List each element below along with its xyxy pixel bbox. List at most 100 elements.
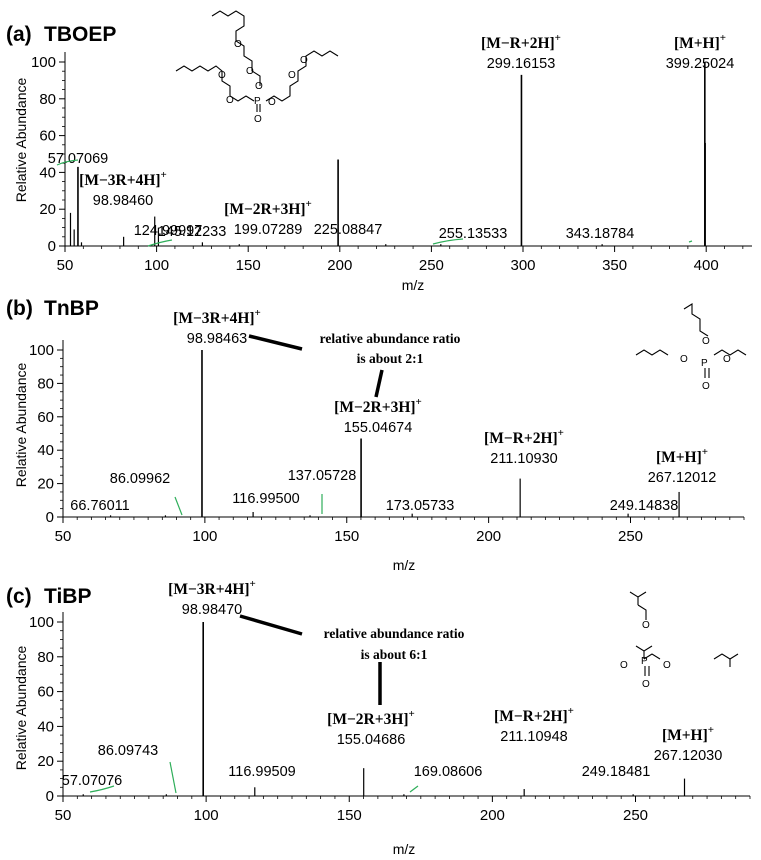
tibp-structure-icon <box>629 591 739 676</box>
leader-mark <box>174 496 183 516</box>
x-tick-label: 150 <box>236 257 261 274</box>
y-tick-label: 20 <box>39 201 56 218</box>
svg-text:O: O <box>288 70 296 81</box>
y-tick-label: 0 <box>46 509 54 526</box>
y-tick-label: 100 <box>29 614 54 631</box>
panel-a-ion-labels: [M−3R+4H]+ [M−2R+3H]+ [M−R+2H]+ [M+H]+ <box>79 32 726 218</box>
svg-text:O: O <box>702 336 710 347</box>
x-tick-label: 150 <box>334 528 359 545</box>
leader-mark <box>89 785 115 793</box>
svg-text:O: O <box>268 97 276 108</box>
peak-mass-label: 86.09962 <box>110 471 170 487</box>
leader-mark <box>147 239 173 247</box>
y-tick-label: 40 <box>37 442 54 459</box>
peak-mass-label: 86.09743 <box>98 743 158 759</box>
peak-mass-label: 98.98470 <box>182 602 242 618</box>
x-tick-label: 100 <box>194 807 219 824</box>
x-tick-label: 250 <box>618 528 643 545</box>
y-tick-label: 60 <box>37 409 54 426</box>
peak-mass-label: 211.10930 <box>490 451 557 467</box>
panel-a-ylabel: Relative Abundance <box>13 78 29 203</box>
peak-mass-label: 155.04686 <box>337 732 406 748</box>
y-tick-label: 0 <box>46 788 54 805</box>
panel-b-peaks <box>109 350 680 517</box>
svg-text:O: O <box>300 55 308 66</box>
panel-b-ylabel: Relative Abundance <box>13 363 29 488</box>
panel-b-ticks: 0 20 40 60 80 100 50 100 150 200 250 <box>29 340 745 545</box>
panel-c-ion-labels: [M−3R+4H]+ [M−2R+3H]+ [M−R+2H]+ [M+H]+ <box>168 578 714 744</box>
peak-mass-label: 399.25024 <box>666 56 735 72</box>
ion-formula-label: [M−2R+3H]+ <box>327 708 415 728</box>
panel-c-ticks: 0 20 40 60 80 100 50 100 150 200 250 <box>29 612 751 824</box>
panel-c-compound: TiBP <box>44 585 91 608</box>
y-tick-label: 60 <box>39 128 56 145</box>
panel-c-spectrum: (c) TiBP m/z Relative Abundance 0 20 40 60 8… <box>6 578 751 857</box>
x-tick-label: 100 <box>144 257 169 274</box>
tnbp-structure-atoms: O O P O O <box>680 336 731 392</box>
peak-mass-label: 116.99509 <box>228 764 295 780</box>
tboep-structure-icon <box>175 10 339 112</box>
panel-a-compound: TBOEP <box>44 23 116 46</box>
panel-a-ticks: 0 20 40 60 80 100 50 100 150 200 250 300 350 400 <box>31 52 752 274</box>
y-tick-label: 20 <box>37 753 54 770</box>
ion-formula-label: [M−R+2H]+ <box>484 427 564 447</box>
panel-b-ion-labels: [M−3R+4H]+ [M−2R+3H]+ [M−R+2H]+ [M+H]+ <box>173 307 708 466</box>
peak-mass-label: 137.05728 <box>288 468 357 484</box>
svg-text:O: O <box>702 381 710 392</box>
panel-b-annotation-line1: relative abundance ratio <box>320 331 461 346</box>
panel-b-xlabel: m/z <box>393 557 416 573</box>
leader-mark <box>409 785 419 793</box>
svg-text:O: O <box>218 70 226 81</box>
leader-mark <box>688 240 693 243</box>
svg-text:O: O <box>620 660 628 671</box>
x-tick-label: 50 <box>57 257 74 274</box>
panel-a-xlabel: m/z <box>402 277 425 293</box>
svg-text:O: O <box>234 39 242 50</box>
y-tick-label: 60 <box>37 684 54 701</box>
panel-b-label: (b) <box>6 297 33 320</box>
svg-text:O: O <box>226 95 234 106</box>
svg-text:O: O <box>663 660 671 671</box>
svg-text:O: O <box>255 81 263 92</box>
x-tick-label: 200 <box>476 528 501 545</box>
ion-formula-label: [M−3R+4H]+ <box>173 307 261 327</box>
y-tick-label: 80 <box>37 649 54 666</box>
peak-mass-label: 98.98460 <box>93 193 153 209</box>
peak-mass-label: 267.12030 <box>654 748 723 764</box>
panel-c-peaks <box>82 622 686 796</box>
y-tick-label: 20 <box>37 476 54 493</box>
x-tick-label: 100 <box>192 528 217 545</box>
ion-formula-label: [M−3R+4H]+ <box>79 169 167 189</box>
x-tick-label: 50 <box>55 807 72 824</box>
x-tick-label: 200 <box>327 257 352 274</box>
panel-a-leader-marks <box>56 159 693 247</box>
x-tick-label: 350 <box>602 257 627 274</box>
svg-text:O: O <box>642 679 650 690</box>
panel-a-peaks <box>69 62 706 246</box>
peak-mass-label: 57.07076 <box>62 773 122 789</box>
panel-b-peak-labels: 66.76011 86.09962 98.98463 116.99500 137.057… <box>70 331 716 514</box>
ion-formula-label: [M+H]+ <box>674 32 726 52</box>
peak-mass-label: 255.13533 <box>439 226 508 242</box>
y-tick-label: 40 <box>37 718 54 735</box>
peak-mass-label: 116.99500 <box>232 491 299 507</box>
tboep-structure-atoms: O O O O O P O O O O <box>218 39 308 125</box>
svg-text:P: P <box>641 656 648 667</box>
peak-mass-label: 155.04674 <box>344 420 413 436</box>
ion-formula-label: [M+H]+ <box>656 446 708 466</box>
peak-mass-label: 211.10948 <box>500 729 567 745</box>
ion-formula-label: [M−R+2H]+ <box>481 32 561 52</box>
ion-formula-label: [M−2R+3H]+ <box>334 396 422 416</box>
panel-a-spectrum: (a) TBOEP m/z Relative Abundance 0 20 40 60… <box>6 10 752 293</box>
y-tick-label: 0 <box>48 238 56 255</box>
panel-c-annotation-pointer <box>239 614 303 636</box>
x-tick-label: 250 <box>623 807 648 824</box>
peak-mass-label: 267.12012 <box>648 470 717 486</box>
panel-b-leader-marks <box>174 494 323 516</box>
panel-c-leader-marks <box>89 761 419 794</box>
svg-text:P: P <box>701 358 708 369</box>
svg-text:P: P <box>254 96 261 107</box>
peak-mass-label: 249.14838 <box>610 498 679 514</box>
